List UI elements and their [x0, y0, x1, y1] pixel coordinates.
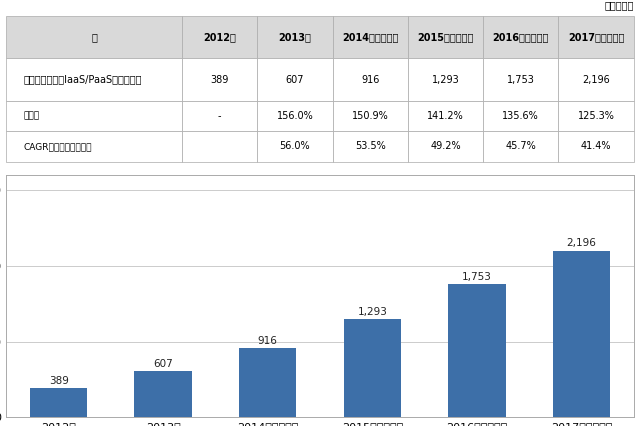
- Text: 916: 916: [258, 336, 278, 345]
- Bar: [448, 285, 506, 417]
- Text: 607: 607: [154, 359, 173, 369]
- Bar: [30, 388, 88, 417]
- Bar: [134, 371, 192, 417]
- Text: 1,293: 1,293: [357, 307, 387, 317]
- Text: 単位：億円: 単位：億円: [604, 0, 634, 10]
- Text: 389: 389: [49, 376, 68, 386]
- Text: 1,753: 1,753: [462, 272, 492, 282]
- Bar: [344, 320, 401, 417]
- Bar: [239, 348, 296, 417]
- Bar: [552, 251, 610, 417]
- Text: 2,196: 2,196: [566, 239, 596, 248]
